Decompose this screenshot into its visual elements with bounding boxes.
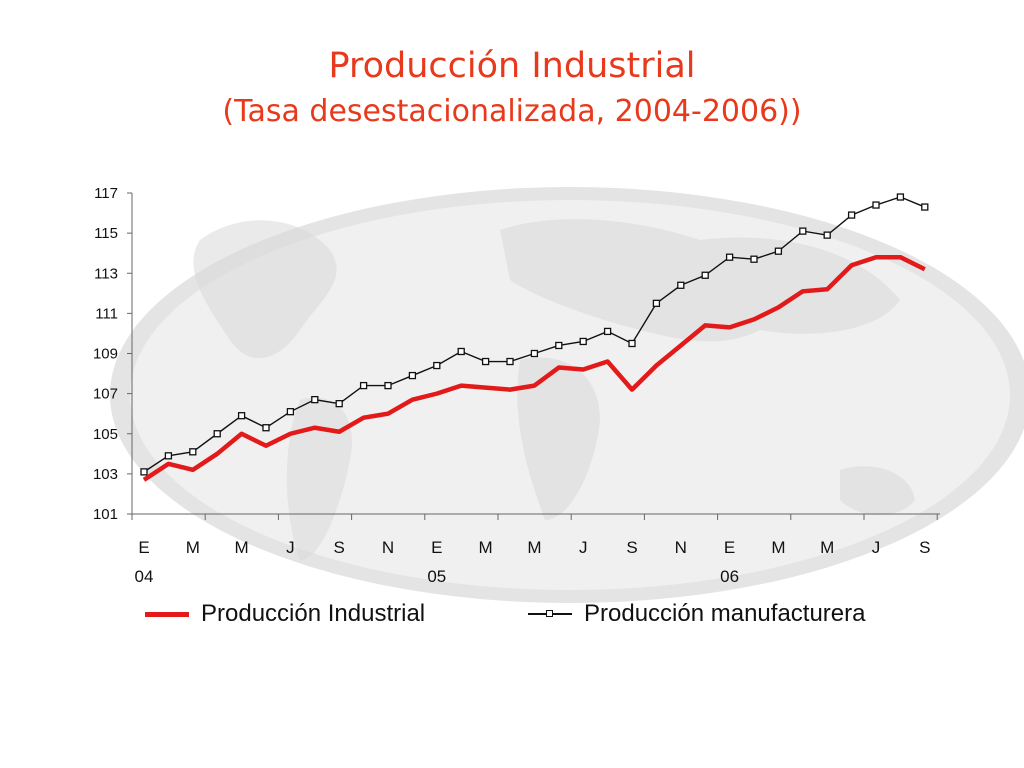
data-point-manufacturera [603, 327, 612, 336]
data-point-manufacturera [164, 452, 173, 460]
y-tick-label: 113 [94, 265, 118, 282]
data-point-manufacturera [725, 253, 734, 261]
data-point-manufacturera [799, 227, 807, 235]
x-tick-label: J [872, 538, 881, 557]
x-tick-label: S [626, 538, 637, 557]
x-tick-label: S [334, 538, 345, 557]
legend-label: Producción manufacturera [584, 600, 866, 627]
data-point-manufacturera [457, 347, 465, 356]
data-point-manufacturera [701, 271, 709, 279]
y-tick-label: 115 [94, 225, 118, 242]
data-point-manufacturera [140, 468, 148, 476]
x-tick-label: J [286, 538, 295, 557]
data-point-manufacturera [506, 357, 514, 366]
x-year-label: 05 [427, 567, 446, 586]
x-tick-label: S [919, 538, 930, 557]
y-tick-label: 109 [93, 346, 118, 363]
data-point-manufacturera [433, 361, 441, 370]
x-tick-label: E [138, 538, 149, 557]
data-point-manufacturera [579, 337, 587, 346]
x-axis-ticks: E M M J S N E M M J S N E M M J S 04 05 06 [131, 514, 938, 586]
x-year-label: 06 [720, 567, 739, 586]
x-tick-label: M [479, 538, 493, 557]
data-point-manufacturera [213, 430, 221, 438]
series-layer [140, 193, 929, 482]
y-tick-label: 107 [93, 386, 118, 403]
x-year-label: 04 [135, 567, 154, 586]
data-point-manufacturera [189, 448, 197, 456]
legend-label: Producción Industrial [201, 600, 426, 627]
x-tick-label: M [186, 538, 200, 557]
data-point-manufacturera [872, 201, 880, 209]
data-point-manufacturera [286, 408, 295, 416]
data-point-manufacturera [481, 357, 490, 366]
data-point-manufacturera [311, 395, 319, 404]
data-point-manufacturera [750, 255, 758, 263]
x-tick-label: M [820, 538, 834, 557]
legend-swatch-red-line [145, 604, 189, 624]
data-point-manufacturera [384, 381, 392, 390]
data-point-manufacturera [823, 231, 831, 239]
x-tick-label: E [724, 538, 735, 557]
data-point-manufacturera [408, 371, 417, 380]
legend-swatch-black-line [528, 604, 572, 624]
x-tick-label: M [527, 538, 541, 557]
x-tick-label: N [382, 538, 394, 557]
x-tick-label: E [431, 538, 442, 557]
y-axis-ticks: 101 103 105 107 109 111 113 115 117 [93, 185, 132, 523]
y-tick-label: 117 [94, 185, 118, 202]
data-point-manufacturera [262, 424, 270, 432]
series-produccion-industrial [142, 254, 926, 482]
x-tick-label: N [675, 538, 687, 557]
data-point-manufacturera [774, 247, 783, 255]
legend-item-produccion-manufacturera: Producción manufacturera [528, 600, 865, 628]
x-tick-label: M [771, 538, 785, 557]
data-point-manufacturera [652, 299, 661, 307]
y-tick-label: 101 [93, 506, 118, 523]
y-tick-label: 103 [93, 466, 118, 483]
legend-item-produccion-industrial: Producción Industrial [145, 600, 425, 628]
data-point-manufacturera [896, 193, 905, 201]
chart-subtitle: (Tasa desestacionalizada, 2004-2006)) [222, 94, 802, 129]
data-point-manufacturera [555, 341, 563, 350]
x-tick-label: M [235, 538, 249, 557]
series-produccion-manufacturera [140, 193, 929, 476]
data-point-manufacturera [359, 381, 368, 390]
chart-title: Producción Industrial [328, 46, 696, 86]
data-point-manufacturera [237, 412, 246, 420]
data-point-manufacturera [921, 203, 929, 211]
data-point-manufacturera [335, 400, 343, 408]
y-tick-label: 105 [93, 426, 118, 443]
x-tick-label: J [579, 538, 588, 557]
data-point-manufacturera [847, 211, 856, 219]
data-point-manufacturera [530, 349, 539, 358]
data-point-manufacturera [677, 281, 685, 289]
y-tick-label: 111 [95, 305, 118, 322]
data-point-manufacturera [628, 339, 636, 348]
